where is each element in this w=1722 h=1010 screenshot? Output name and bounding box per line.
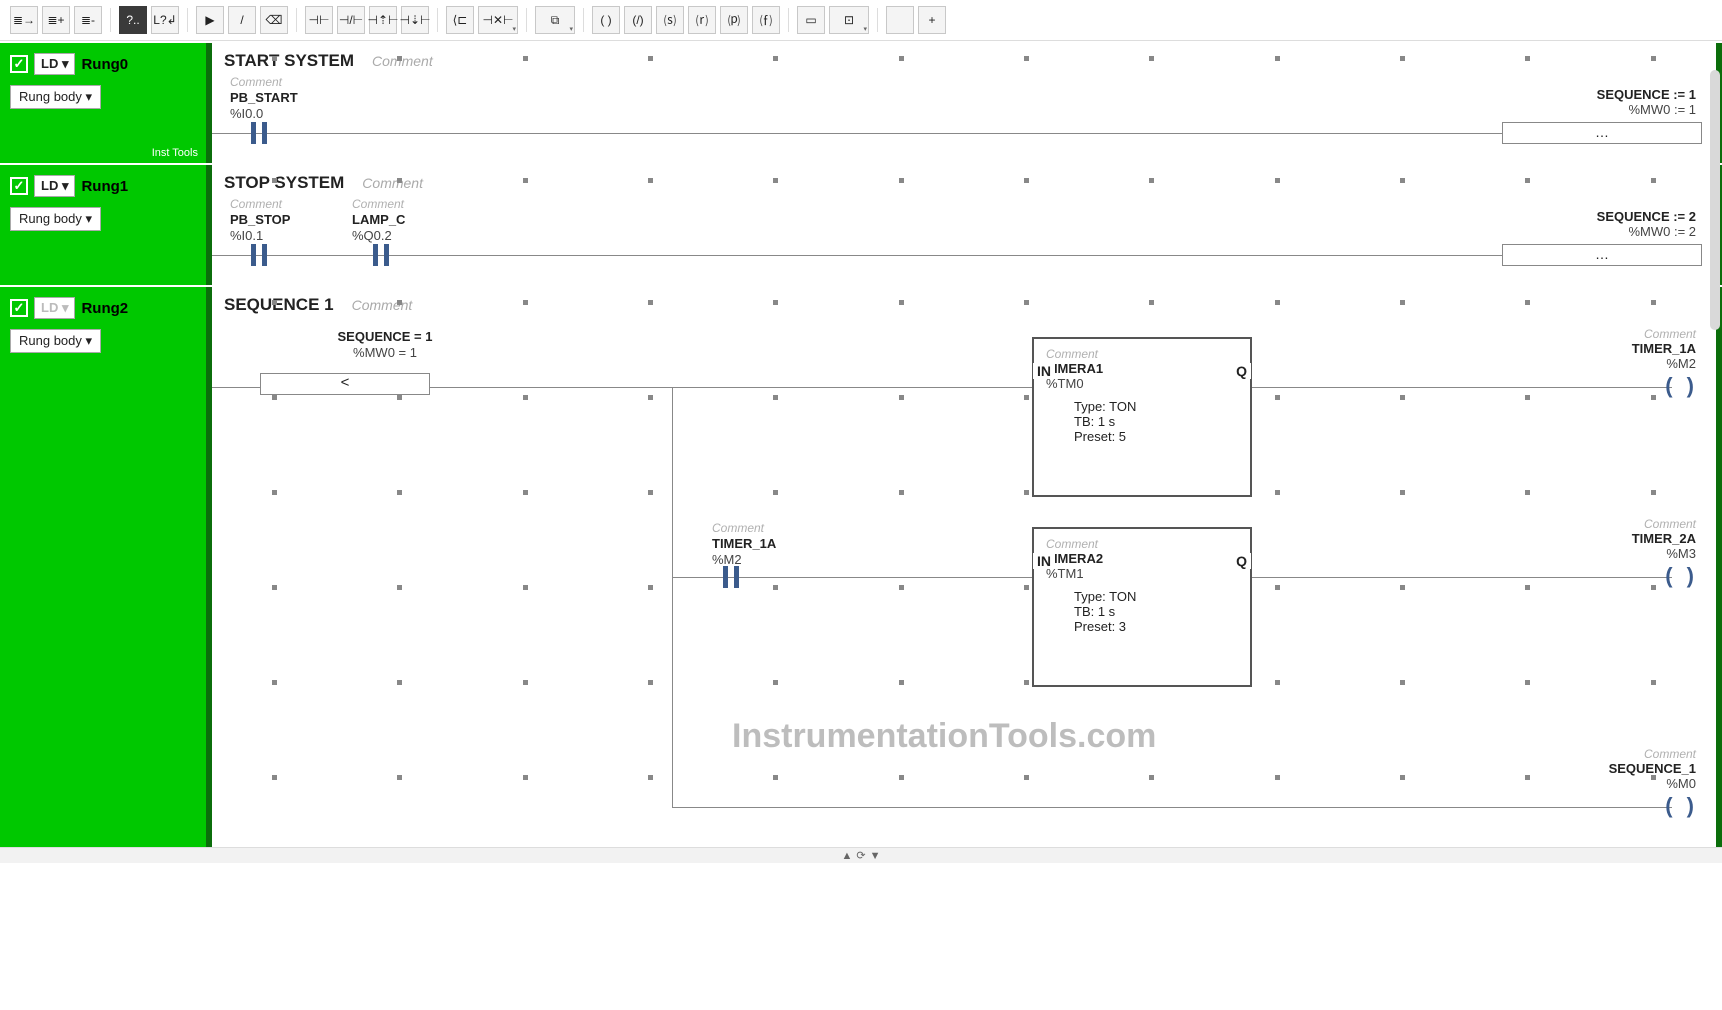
toolbar-button[interactable]: ?.. — [119, 6, 147, 34]
operate-block[interactable]: … — [1502, 244, 1702, 266]
collapse-down-icon[interactable]: ▼ — [870, 850, 881, 862]
contact-label-stack: CommentPB_START%I0.0 — [230, 75, 298, 123]
grid-row — [212, 677, 1716, 687]
toolbar-button[interactable]: ⊣⇡⊢ — [369, 6, 397, 34]
toolbar-button[interactable]: ≣- — [74, 6, 102, 34]
toolbar-button[interactable]: ⊣⊢ — [305, 6, 333, 34]
contact-label-stack: CommentPB_STOP%I0.1 — [230, 197, 290, 245]
contact-label-stack: CommentLAMP_C%Q0.2 — [352, 197, 405, 245]
refresh-icon[interactable]: ⟳ — [856, 849, 865, 862]
collapse-up-icon[interactable]: ▲ — [842, 850, 853, 862]
rung-name-label: Rung1 — [81, 178, 128, 195]
output-label-stack: SEQUENCE := 1%MW0 := 1 — [1597, 87, 1696, 117]
rung-name-label: Rung2 — [81, 300, 128, 317]
rung-canvas[interactable]: STOP SYSTEMComment CommentPB_STOP%I0.1 Com… — [206, 165, 1722, 285]
grid-row — [212, 392, 1716, 402]
rung-title: SEQUENCE 1Comment — [212, 287, 1716, 315]
rung-side-panel: ✓ LD ▾ Rung2 Rung body ▾ — [0, 287, 206, 847]
operate-block[interactable]: … — [1502, 122, 1702, 144]
rung-side-panel: ✓ LD ▾ Rung1 Rung body ▾ — [0, 165, 206, 285]
no-contact-icon[interactable] — [718, 566, 744, 588]
toolbar-button[interactable]: ⒮ — [656, 6, 684, 34]
toolbar-button[interactable]: ⧉▾ — [535, 6, 575, 34]
ladder-editor: ✓ LD ▾ Rung0 Rung body ▾ Inst Tools START SYS… — [0, 41, 1722, 847]
timer-block[interactable]: INQCommentTIMERA2%TM1Type: TONTB: 1 sPre… — [1032, 527, 1252, 687]
toolbar: ≣→≣+≣-?..L?↲ ▶/⌫ ⊣⊢⊣/⊢⊣⇡⊢⊣⇣⊢ ⟨⊏⊣✕⊢▾ ⧉▾ ( )(/)… — [0, 0, 1722, 41]
toolbar-button[interactable]: + — [918, 6, 946, 34]
toolbar-button[interactable]: L?↲ — [151, 6, 179, 34]
toolbar-button[interactable]: ≣→ — [10, 6, 38, 34]
no-contact-icon[interactable] — [246, 244, 272, 266]
coil-icon[interactable]: ( ) — [1665, 373, 1698, 399]
toolbar-button[interactable]: ≣+ — [42, 6, 70, 34]
coil-label-stack: CommentTIMER_1A%M2 — [1632, 327, 1696, 371]
coil-label-stack: CommentTIMER_2A%M3 — [1632, 517, 1696, 561]
toolbar-button[interactable]: ⌫ — [260, 6, 288, 34]
grid-row — [212, 487, 1716, 497]
rung-body-select[interactable]: Rung body ▾ — [10, 85, 101, 109]
pin-in-label: IN — [1033, 363, 1055, 379]
toolbar-button[interactable]: ⒫ — [720, 6, 748, 34]
toolbar-button[interactable]: ⊣✕⊢▾ — [478, 6, 518, 34]
timer-block[interactable]: INQCommentTIMERA1%TM0Type: TONTB: 1 sPre… — [1032, 337, 1252, 497]
rung-enable-checkbox[interactable]: ✓ — [10, 177, 28, 195]
toolbar-button[interactable]: / — [228, 6, 256, 34]
toolbar-button[interactable]: (/) — [624, 6, 652, 34]
pin-in-label: IN — [1033, 553, 1055, 569]
rung: ✓LD ▾Rung2Rung body ▾SEQUENCE 1CommentSE… — [0, 285, 1722, 847]
rung-enable-checkbox[interactable]: ✓ — [10, 299, 28, 317]
side-note: Inst Tools — [152, 147, 198, 159]
rung-name-label: Rung0 — [81, 56, 128, 73]
toolbar-button[interactable]: ⟨⊏ — [446, 6, 474, 34]
no-contact-icon[interactable] — [368, 244, 394, 266]
coil-icon[interactable]: ( ) — [1665, 563, 1698, 589]
rung-body-select[interactable]: Rung body ▾ — [10, 207, 101, 231]
rung-body-select[interactable]: Rung body ▾ — [10, 329, 101, 353]
compare-label-stack: SEQUENCE = 1%MW0 = 1 — [300, 329, 470, 362]
footer-bar: ▲ ⟳ ▼ — [0, 847, 1722, 863]
coil-icon[interactable]: ( ) — [1665, 793, 1698, 819]
watermark: InstrumentationTools.com — [732, 717, 1156, 756]
rung: ✓ LD ▾ Rung0 Rung body ▾ Inst Tools START SYS… — [0, 41, 1722, 163]
toolbar-button[interactable]: ⒡ — [752, 6, 780, 34]
toolbar-button[interactable]: ⊣⇣⊢ — [401, 6, 429, 34]
rail-line — [212, 255, 1502, 256]
rung-side-panel: ✓ LD ▾ Rung0 Rung body ▾ Inst Tools — [0, 43, 206, 163]
rung-canvas[interactable]: SEQUENCE 1Comment SEQUENCE = 1%MW0 = 1 < IN… — [206, 287, 1722, 847]
compare-block[interactable]: < — [260, 373, 430, 395]
contact-label-stack: CommentTIMER_1A%M2 — [712, 521, 776, 569]
toolbar-button[interactable]: ▭ — [797, 6, 825, 34]
grid-row — [212, 582, 1716, 592]
rung: ✓ LD ▾ Rung1 Rung body ▾ STOP SYSTEMComment C… — [0, 163, 1722, 285]
toolbar-button[interactable]: ▶ — [196, 6, 224, 34]
language-select[interactable]: LD ▾ — [34, 297, 75, 319]
toolbar-button[interactable]: ⊣/⊢ — [337, 6, 365, 34]
language-select[interactable]: LD ▾ — [34, 53, 75, 75]
rung-title: STOP SYSTEMComment — [212, 165, 1716, 193]
grid-row — [212, 772, 1716, 782]
output-label-stack: SEQUENCE := 2%MW0 := 2 — [1597, 209, 1696, 239]
rung-enable-checkbox[interactable]: ✓ — [10, 55, 28, 73]
toolbar-button[interactable]: ( ) — [592, 6, 620, 34]
pin-out-label: Q — [1232, 553, 1251, 569]
pin-out-label: Q — [1232, 363, 1251, 379]
toolbar-button[interactable] — [886, 6, 914, 34]
language-select[interactable]: LD ▾ — [34, 175, 75, 197]
rung-canvas[interactable]: START SYSTEMComment CommentPB_START%I0.0 S… — [206, 43, 1722, 163]
toolbar-button[interactable]: ⒭ — [688, 6, 716, 34]
toolbar-button[interactable]: ⊡▾ — [829, 6, 869, 34]
rail-line — [212, 133, 1502, 134]
branch-vline — [672, 387, 673, 807]
vertical-scrollbar[interactable] — [1710, 70, 1720, 330]
no-contact-icon[interactable] — [246, 122, 272, 144]
rung-title: START SYSTEMComment — [212, 43, 1716, 71]
coil-label-stack: CommentSEQUENCE_1%M0 — [1609, 747, 1696, 791]
